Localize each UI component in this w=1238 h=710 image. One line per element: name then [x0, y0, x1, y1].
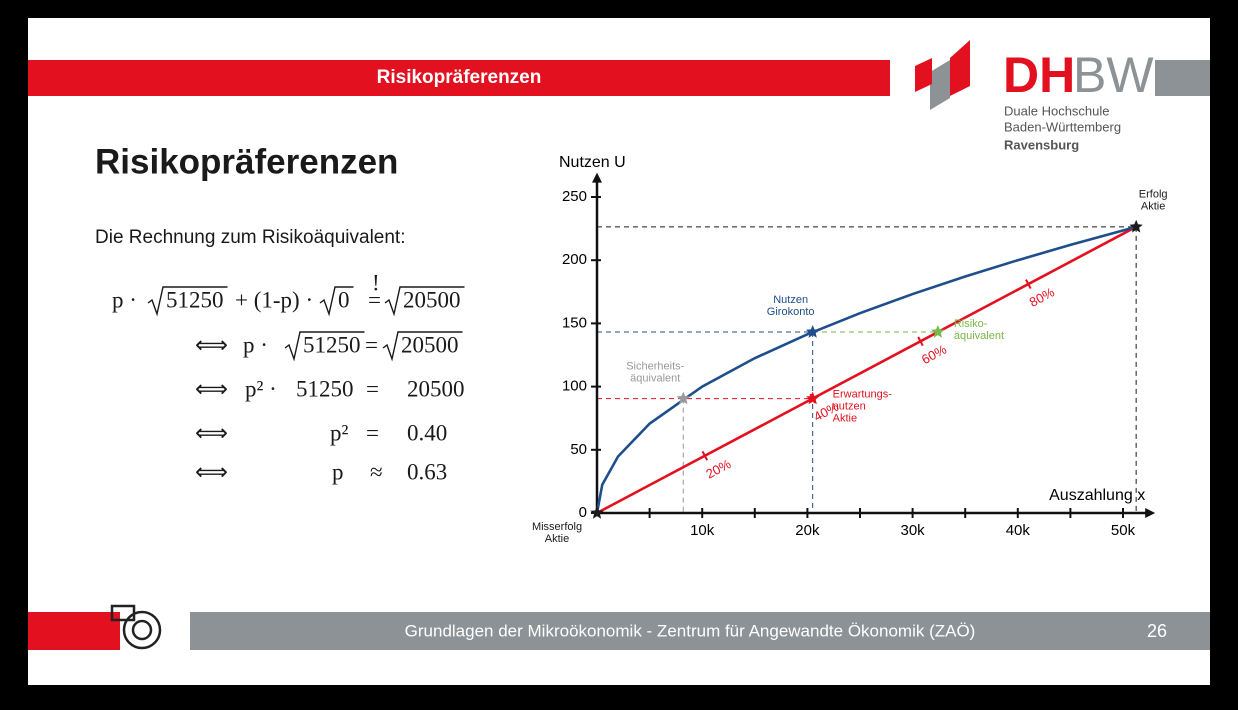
equation-term: p² ·: [245, 376, 277, 401]
chart: Nutzen U Auszahlung x 0 50 100 150 200 250 10k 20…: [532, 154, 1168, 545]
equation-term: ⟺: [195, 376, 228, 401]
point-star: [1129, 219, 1143, 233]
logo-text: Baden-Württemberg: [1004, 119, 1121, 134]
logo-shape: [915, 58, 932, 92]
radicand: 0: [338, 287, 350, 312]
footer-text: Grundlagen der Mikroökonomik - Zentrum f…: [405, 621, 976, 640]
x-axis-label: Auszahlung x: [1049, 487, 1145, 504]
radicand: 51250: [166, 287, 224, 312]
logo-shape: [930, 60, 950, 110]
point-label: Girokonto: [767, 306, 815, 318]
equation-term: 0.40: [407, 420, 447, 445]
slide-background: [28, 18, 1210, 685]
intro-text: Die Rechnung zum Risikoäquivalent:: [95, 227, 406, 248]
equation-term: =: [366, 376, 379, 401]
equation-term: p ·: [112, 287, 137, 312]
point-star: [806, 391, 820, 405]
equation-term: =: [368, 287, 381, 312]
equation-term: ⟺: [195, 332, 228, 357]
point-star: [931, 325, 945, 338]
point-label: Misserfolg: [532, 521, 582, 533]
footer-icon: [110, 604, 162, 650]
equation-over: !: [372, 270, 380, 295]
radical-sign: [384, 286, 465, 317]
x-tick-label: 40k: [1006, 522, 1031, 539]
header-bar-right: [1155, 60, 1210, 96]
point-label: äquivalent: [630, 373, 680, 385]
logo-shape: [950, 40, 970, 96]
y-axis-arrow: [592, 172, 602, 183]
equation-term: =: [365, 332, 378, 357]
equation-term: p ·: [243, 332, 268, 357]
equation-term: ≈: [370, 459, 383, 484]
point-label: Sicherheits-: [626, 361, 684, 373]
point-label: Erfolg: [1139, 189, 1168, 201]
point-label: Nutzen: [773, 294, 808, 306]
equation-term: 51250: [296, 376, 354, 401]
radicand: 20500: [403, 287, 461, 312]
y-tick-label: 250: [562, 188, 587, 205]
equations: p · 51250 + (1-p) · 0 =!20500⟺ p · 51250 = 20500…: [112, 270, 465, 484]
point-label: Aktie: [1141, 201, 1165, 213]
point-label: Aktie: [833, 413, 857, 425]
x-tick-label: 30k: [901, 522, 926, 539]
point-label: Aktie: [545, 533, 569, 545]
radical-sign: [284, 331, 365, 362]
utility-curve: [595, 225, 1137, 514]
equation-term: ⟺: [195, 459, 228, 484]
line-marker: [1025, 279, 1032, 289]
radical-sign: [147, 286, 228, 317]
footer-bar: [190, 612, 1210, 650]
logo-bw: BW: [1073, 47, 1154, 103]
equation-term: p: [332, 459, 344, 484]
point-label: nutzen: [833, 401, 866, 413]
equation-term: p²: [330, 420, 349, 445]
logo-dh: DH: [1003, 47, 1075, 103]
logo-text: Ravensburg: [1004, 137, 1079, 152]
y-tick-label: 150: [562, 314, 587, 331]
radicand: 20500: [401, 332, 459, 357]
y-tick-label: 0: [579, 504, 587, 521]
equation-term: =: [366, 420, 379, 445]
x-axis-arrow: [1145, 508, 1156, 518]
point-label: äquivalent: [954, 330, 1004, 342]
point-label: Risiko-: [954, 318, 988, 330]
point-star: [676, 391, 690, 405]
x-tick-label: 20k: [795, 522, 820, 539]
equation-term: + (1-p) ·: [235, 287, 313, 312]
line-marker: [701, 450, 709, 461]
x-tick-label: 10k: [690, 522, 715, 539]
slide-title: Risikopräferenzen: [95, 142, 398, 181]
equation-term: 20500: [407, 376, 465, 401]
footer-red: [28, 612, 120, 650]
x-tick-label: 50k: [1111, 522, 1136, 539]
header-bar: [28, 60, 890, 96]
line-marker: [917, 336, 924, 347]
y-tick-label: 200: [562, 251, 587, 268]
point-star: [806, 325, 820, 338]
point-star: [590, 506, 604, 519]
equation-term: 0.63: [407, 459, 447, 484]
point-label: Erwartungs-: [833, 389, 893, 401]
radical-sign: [382, 331, 463, 362]
logo-text: Duale Hochschule: [1004, 103, 1110, 118]
y-tick-label: 100: [562, 378, 587, 395]
y-axis-label: Nutzen U: [559, 154, 626, 171]
equation-term: ⟺: [195, 420, 228, 445]
expected-utility-line: [596, 225, 1137, 515]
header-title: Risikopräferenzen: [377, 67, 542, 88]
radical-sign: [319, 286, 354, 317]
page-number: 26: [1147, 621, 1167, 641]
y-tick-label: 50: [570, 441, 587, 458]
radicand: 51250: [303, 332, 361, 357]
